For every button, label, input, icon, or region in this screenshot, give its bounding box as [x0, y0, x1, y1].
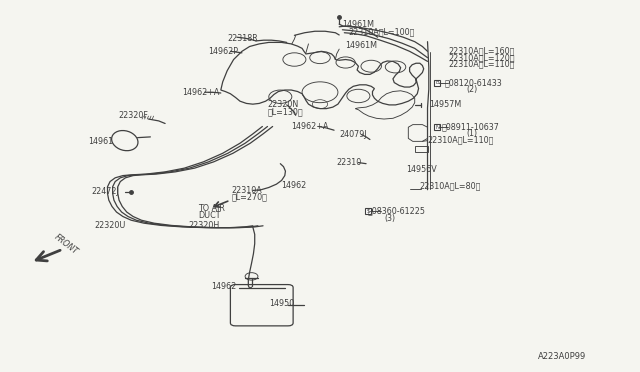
- Text: 22318R: 22318R: [227, 34, 258, 43]
- Text: 〈L=130〉: 〈L=130〉: [268, 107, 303, 116]
- Text: A223A0P99: A223A0P99: [538, 352, 586, 361]
- Text: N: N: [435, 125, 439, 130]
- Text: 〈L=270〉: 〈L=270〉: [232, 193, 268, 202]
- Text: 14962: 14962: [282, 181, 307, 190]
- Text: 22310: 22310: [336, 158, 361, 167]
- Text: 22310A〈L=110〉: 22310A〈L=110〉: [448, 60, 515, 68]
- Text: 22310A〈L=120〉: 22310A〈L=120〉: [448, 53, 515, 62]
- Text: 22310A〈L=110〉: 22310A〈L=110〉: [428, 136, 494, 145]
- Text: 22472J: 22472J: [92, 187, 119, 196]
- Text: (1): (1): [466, 129, 477, 138]
- Text: 22310A: 22310A: [232, 186, 262, 195]
- Text: 22310A〈L=80〉: 22310A〈L=80〉: [419, 182, 481, 190]
- Text: 14962+A: 14962+A: [182, 88, 220, 97]
- Text: TO AIR: TO AIR: [198, 204, 225, 213]
- Text: (2): (2): [466, 85, 477, 94]
- Text: 22320F: 22320F: [118, 111, 148, 120]
- Text: 14962P: 14962P: [208, 47, 238, 56]
- Text: 14961M: 14961M: [342, 20, 374, 29]
- Text: 22320N: 22320N: [268, 100, 299, 109]
- Text: Ⓐ08120-61433: Ⓐ08120-61433: [445, 78, 502, 87]
- Text: 14961: 14961: [88, 137, 113, 146]
- Text: B: B: [435, 80, 439, 85]
- Text: Ⓜ08360-61225: Ⓜ08360-61225: [368, 207, 426, 216]
- Text: 14950: 14950: [269, 299, 294, 308]
- Text: 22310A〈L=160〉: 22310A〈L=160〉: [448, 47, 515, 56]
- Text: S: S: [366, 209, 370, 214]
- Text: Ⓞ08911-10637: Ⓞ08911-10637: [442, 122, 499, 131]
- Text: 14962: 14962: [211, 282, 236, 291]
- Text: 14956V: 14956V: [406, 165, 437, 174]
- Text: 14961M: 14961M: [346, 41, 378, 50]
- Text: 22310A〈L=100〉: 22310A〈L=100〉: [349, 27, 415, 36]
- Text: 22320H: 22320H: [189, 221, 220, 230]
- Text: 22320U: 22320U: [95, 221, 126, 230]
- Text: DUCT: DUCT: [198, 211, 221, 219]
- Text: 14957M: 14957M: [429, 100, 461, 109]
- Text: 24079J: 24079J: [339, 130, 367, 139]
- Text: (3): (3): [384, 214, 395, 223]
- Text: 14962+A: 14962+A: [291, 122, 328, 131]
- Text: FRONT: FRONT: [52, 233, 79, 257]
